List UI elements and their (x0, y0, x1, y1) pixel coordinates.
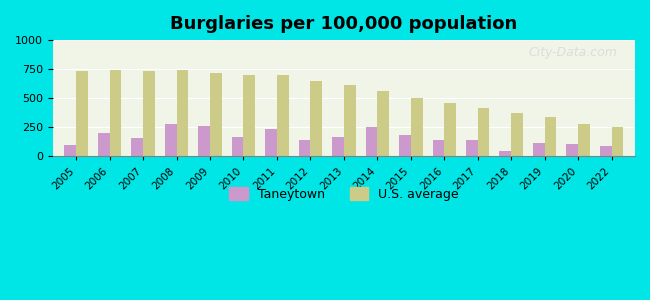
Title: Burglaries per 100,000 population: Burglaries per 100,000 population (170, 15, 517, 33)
Bar (277, 75, 289, 156)
Bar (600, 146, 612, 156)
Bar (344, 85, 356, 156)
Bar (332, 136, 344, 156)
Bar (265, 129, 277, 156)
Bar (365, 127, 378, 156)
Bar (466, 140, 478, 156)
Bar (244, 75, 255, 156)
Bar (411, 98, 422, 156)
Bar (612, 127, 623, 156)
Bar (511, 113, 523, 156)
Bar (578, 124, 590, 156)
Bar (64, 145, 76, 156)
Bar (98, 133, 110, 156)
Bar (232, 136, 244, 156)
Legend: Taneytown, U.S. average: Taneytown, U.S. average (224, 182, 464, 206)
Bar (210, 73, 222, 156)
Bar (143, 71, 155, 156)
Bar (566, 144, 578, 156)
Bar (177, 70, 188, 156)
Bar (399, 135, 411, 156)
Bar (131, 138, 143, 156)
Bar (478, 107, 489, 156)
Bar (444, 103, 456, 156)
Bar (299, 140, 311, 156)
Bar (198, 126, 210, 156)
Bar (165, 124, 177, 156)
Bar (311, 81, 322, 156)
Bar (378, 91, 389, 156)
Bar (545, 117, 556, 156)
Bar (533, 143, 545, 156)
Bar (110, 70, 122, 156)
Bar (499, 151, 511, 156)
Bar (76, 71, 88, 156)
Bar (432, 140, 444, 156)
Text: City-Data.com: City-Data.com (528, 46, 618, 59)
